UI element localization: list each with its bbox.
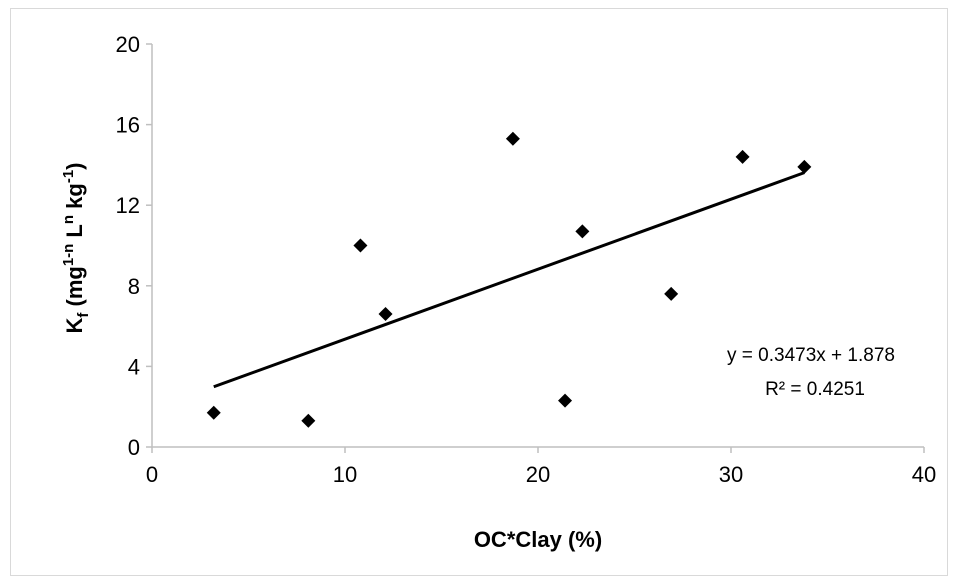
y-tick-label: 0 — [128, 435, 140, 460]
x-tick-label: 40 — [912, 462, 936, 487]
x-tick-label: 0 — [146, 462, 158, 487]
data-points — [206, 131, 812, 428]
y-tick-label: 12 — [116, 193, 140, 218]
y-tick-label: 4 — [128, 354, 140, 379]
y-title-sup2: n — [60, 215, 77, 224]
y-title-base: K — [62, 318, 87, 334]
trendline-equation: y = 0.3473x + 1.878 — [727, 345, 895, 366]
y-title-sup1: 1-n — [60, 244, 77, 267]
x-tick-label: 30 — [719, 462, 743, 487]
y-title-mid2: kg — [62, 183, 87, 215]
trendline — [213, 171, 805, 389]
data-point — [797, 159, 812, 174]
y-title-open: (mg — [62, 266, 87, 312]
y-title-close: ) — [62, 162, 87, 169]
data-point — [664, 286, 679, 301]
x-tick-label: 10 — [333, 462, 357, 487]
data-point — [378, 307, 393, 322]
y-tick-label: 8 — [128, 274, 140, 299]
data-point — [558, 393, 573, 408]
data-point — [353, 238, 368, 253]
data-point — [206, 405, 221, 420]
y-title-base-sub: f — [75, 312, 92, 318]
x-tick-label: 20 — [526, 462, 550, 487]
trendline-r2: R² = 0.4251 — [765, 379, 865, 400]
data-point — [301, 413, 316, 428]
x-axis-title: OC*Clay (%) — [474, 527, 602, 552]
y-axis-title: Kf (mg1-n Ln kg-1) — [60, 162, 92, 333]
y-title-sup3: -1 — [60, 170, 77, 183]
data-point — [505, 131, 520, 146]
data-point — [575, 224, 590, 239]
data-point — [735, 149, 750, 164]
ticks: 0 10 20 30 40 0 4 8 12 16 20 — [116, 32, 937, 487]
y-tick-label: 16 — [116, 113, 140, 138]
y-tick-label: 20 — [116, 32, 140, 57]
y-title-mid1: L — [62, 224, 87, 244]
